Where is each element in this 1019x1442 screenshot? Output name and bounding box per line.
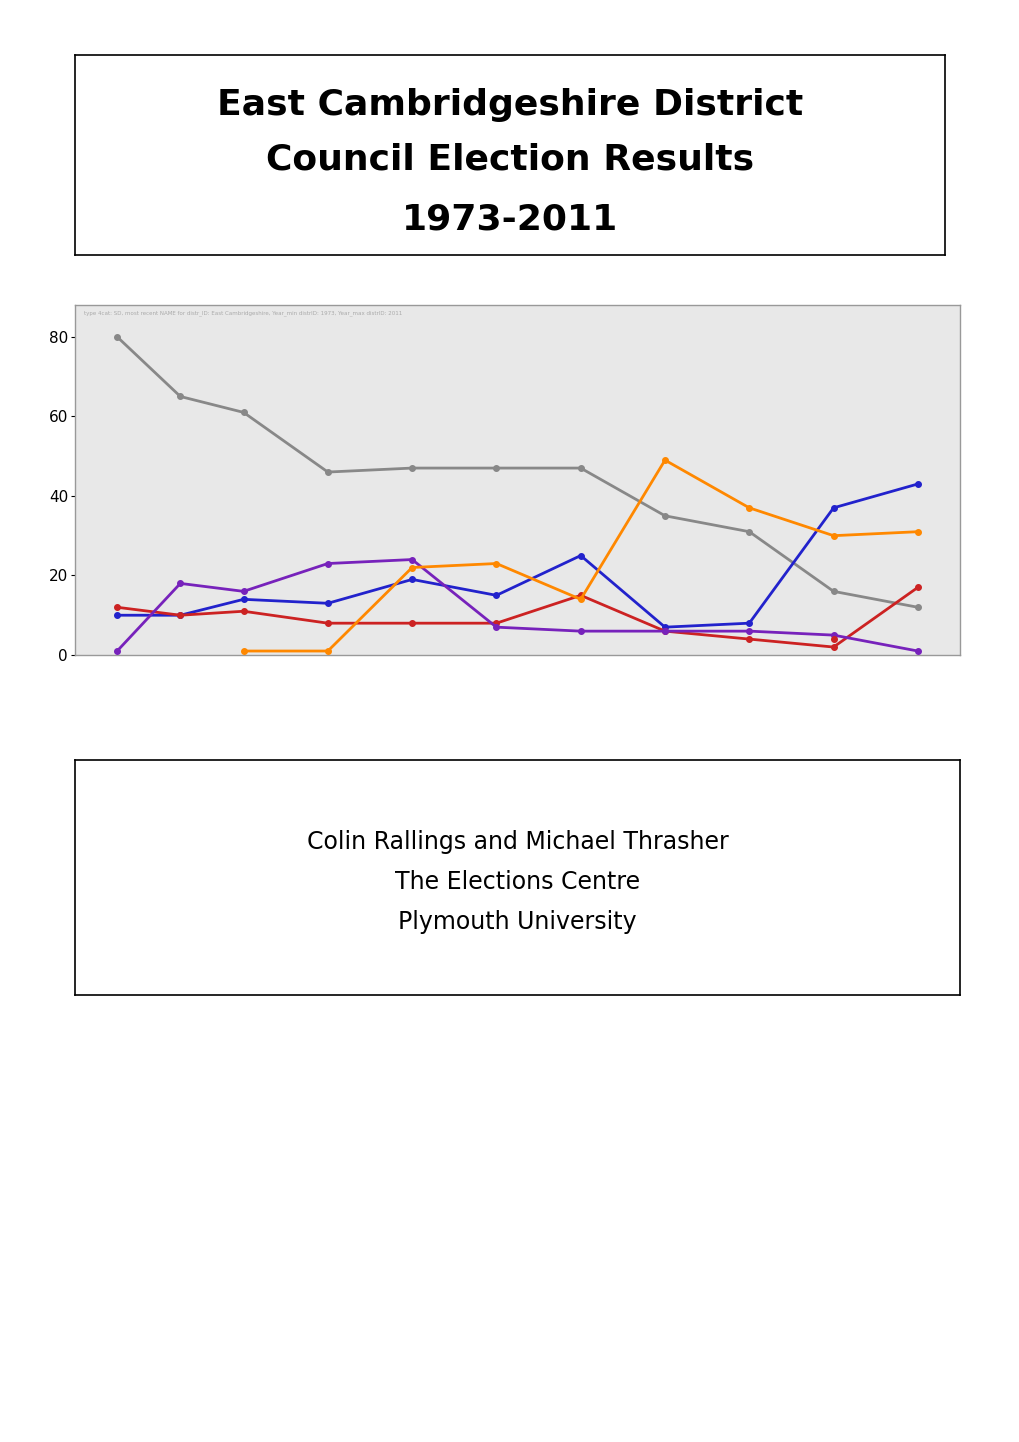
Text: Council Election Results: Council Election Results [266,141,753,176]
Text: Plymouth University: Plymouth University [397,910,636,934]
Text: type 4cat: SD, most recent NAME for distr_ID: East Cambridgeshire, Year_min dist: type 4cat: SD, most recent NAME for dist… [84,310,401,316]
Text: 1973-2011: 1973-2011 [401,202,618,236]
Text: Colin Rallings and Michael Thrasher: Colin Rallings and Michael Thrasher [307,831,728,854]
Text: East Cambridgeshire District: East Cambridgeshire District [217,88,802,123]
Text: The Elections Centre: The Elections Centre [394,870,640,894]
